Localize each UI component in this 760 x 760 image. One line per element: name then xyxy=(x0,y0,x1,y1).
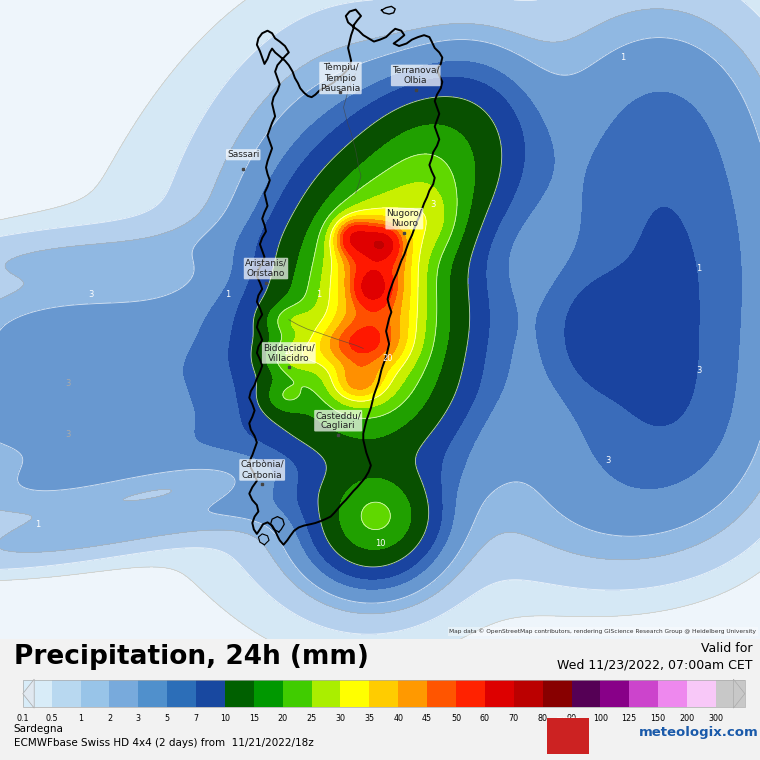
Bar xyxy=(658,680,687,707)
Text: 25: 25 xyxy=(306,714,317,724)
Bar xyxy=(138,680,167,707)
Text: meteologix.com: meteologix.com xyxy=(638,727,758,739)
Bar xyxy=(572,680,600,707)
Text: 1: 1 xyxy=(317,290,321,299)
Text: 0.1: 0.1 xyxy=(17,714,29,724)
Text: 7: 7 xyxy=(194,714,198,724)
Text: 200: 200 xyxy=(679,714,695,724)
Bar xyxy=(81,680,109,707)
Text: 125: 125 xyxy=(622,714,637,724)
Text: 100: 100 xyxy=(593,714,608,724)
Bar xyxy=(629,680,658,707)
Text: Valid for
Wed 11/23/2022, 07:00am CET: Valid for Wed 11/23/2022, 07:00am CET xyxy=(557,641,752,672)
Text: 15: 15 xyxy=(249,714,259,724)
Text: 40: 40 xyxy=(393,714,404,724)
Text: 5: 5 xyxy=(165,714,169,724)
Text: 30: 30 xyxy=(335,714,346,724)
Bar xyxy=(23,680,745,707)
Bar xyxy=(283,680,312,707)
Text: 300: 300 xyxy=(708,714,724,724)
Bar xyxy=(369,680,398,707)
Text: 10: 10 xyxy=(283,347,294,356)
Bar xyxy=(398,680,427,707)
Text: 1: 1 xyxy=(36,520,40,529)
Bar xyxy=(196,680,225,707)
Bar xyxy=(167,680,196,707)
Text: 45: 45 xyxy=(422,714,432,724)
Text: SWISS
HD: SWISS HD xyxy=(556,717,580,730)
Text: 1: 1 xyxy=(226,290,230,299)
Text: Carbònia/
Carbonia: Carbònia/ Carbonia xyxy=(240,461,284,480)
Text: Aristanis/
Oristano: Aristanis/ Oristano xyxy=(245,259,287,278)
Text: 70: 70 xyxy=(508,714,519,724)
Bar xyxy=(225,680,254,707)
Text: 3: 3 xyxy=(696,366,702,375)
Text: 90: 90 xyxy=(566,714,577,724)
Bar xyxy=(254,680,283,707)
Text: 10: 10 xyxy=(375,539,385,548)
Bar xyxy=(600,680,629,707)
Text: Map data © OpenStreetMap contributors, rendering GIScience Research Group @ Heid: Map data © OpenStreetMap contributors, r… xyxy=(449,629,756,635)
Text: 2: 2 xyxy=(107,714,112,724)
Bar xyxy=(52,680,81,707)
Bar xyxy=(340,680,369,707)
Text: Sassari: Sassari xyxy=(227,150,259,160)
Bar xyxy=(716,680,745,707)
Text: Tèmpiu/
Tempio
Pausania: Tèmpiu/ Tempio Pausania xyxy=(321,63,360,93)
Bar xyxy=(514,680,543,707)
Text: 10: 10 xyxy=(220,714,230,724)
Text: Precipitation, 24h (mm): Precipitation, 24h (mm) xyxy=(14,644,369,670)
Bar xyxy=(485,680,514,707)
Text: Sardegna
ECMWFbase Swiss HD 4x4 (2 days) from  11/21/2022/18z: Sardegna ECMWFbase Swiss HD 4x4 (2 days)… xyxy=(14,724,313,748)
Text: 3: 3 xyxy=(65,430,71,439)
Text: 1: 1 xyxy=(621,53,625,62)
Text: 3: 3 xyxy=(430,200,436,209)
Text: 60: 60 xyxy=(480,714,490,724)
Bar xyxy=(543,680,572,707)
Polygon shape xyxy=(23,679,34,708)
Bar xyxy=(687,680,716,707)
Text: 3: 3 xyxy=(605,456,611,465)
Text: Nugoro/
Nuoro: Nugoro/ Nuoro xyxy=(386,209,423,228)
Text: 0.5: 0.5 xyxy=(46,714,58,724)
Text: 50: 50 xyxy=(451,714,461,724)
Text: 20: 20 xyxy=(277,714,288,724)
Text: 80: 80 xyxy=(537,714,548,724)
Text: 3: 3 xyxy=(88,290,94,299)
Text: 1: 1 xyxy=(78,714,83,724)
Text: 20: 20 xyxy=(382,353,393,363)
Text: 1: 1 xyxy=(697,264,701,273)
Bar xyxy=(109,680,138,707)
Text: Terranova/
Olbia: Terranova/ Olbia xyxy=(392,66,439,85)
Bar xyxy=(456,680,485,707)
Text: 150: 150 xyxy=(651,714,666,724)
Bar xyxy=(23,680,52,707)
Text: Casteddu/
Cagliari: Casteddu/ Cagliari xyxy=(315,411,361,430)
Text: 35: 35 xyxy=(364,714,375,724)
Bar xyxy=(547,717,589,754)
Text: 3: 3 xyxy=(65,379,71,388)
Bar xyxy=(312,680,340,707)
Bar xyxy=(427,680,456,707)
Text: Biddacidru/
Villacidro: Biddacidru/ Villacidro xyxy=(263,344,315,363)
Text: 3: 3 xyxy=(136,714,141,724)
Polygon shape xyxy=(733,679,745,708)
